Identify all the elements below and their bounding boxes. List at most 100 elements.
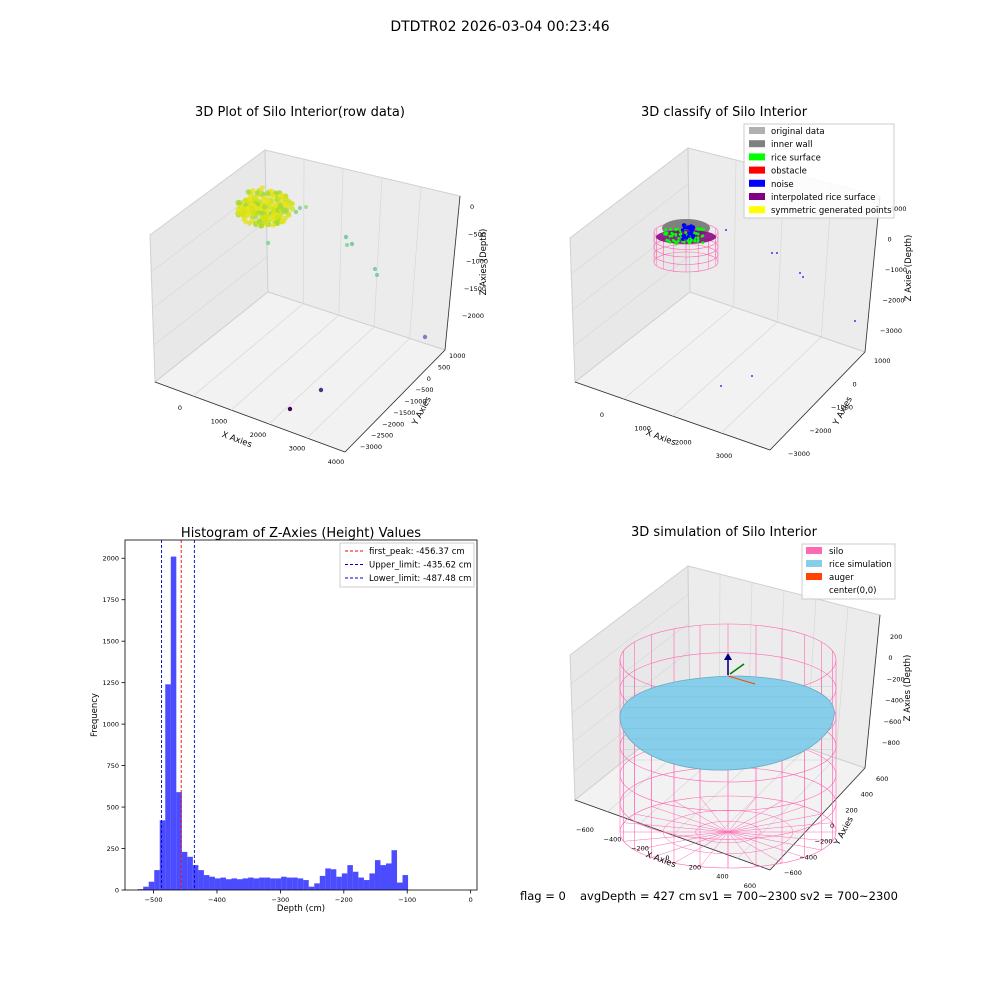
classify-x-tick: 3000 (716, 452, 733, 460)
raw-y-tick: −1500 (393, 409, 415, 417)
sim-silo-floor-spoke (651, 831, 729, 858)
classify-z-tick: 1000 (890, 205, 907, 213)
histogram-legend-label: Lower_limit: -487.48 cm (369, 574, 471, 584)
classify-noise-point (686, 234, 690, 238)
raw-point (265, 240, 271, 246)
histogram-bar (198, 870, 204, 890)
classify-x-tick: 1000 (634, 425, 651, 433)
classify-rice-surface-point (674, 242, 678, 246)
raw-point (422, 334, 428, 340)
sim-auger-arrow (729, 663, 745, 675)
raw-point (287, 406, 293, 412)
histogram-x-tick-label: −100 (398, 896, 416, 904)
simulation-title: 3D simulation of Silo Interior (631, 525, 818, 540)
sim-x-tick: −200 (631, 845, 649, 853)
histogram-bar (148, 881, 155, 890)
sim-gridline (570, 594, 689, 685)
raw-cluster-point (260, 195, 266, 201)
raw-zlabel: Z Axies (Depth) (479, 229, 489, 296)
histogram-bar (253, 878, 260, 890)
histogram-bar (181, 851, 188, 890)
classify-noise-point (692, 226, 696, 230)
histogram-y-tick-label: 750 (107, 762, 119, 770)
histogram-bar (259, 877, 265, 890)
classify-rice-surface-point (701, 241, 705, 245)
histogram-bar (275, 878, 282, 890)
classify-noise-point (681, 237, 685, 241)
raw-gridline (409, 186, 422, 339)
histogram-bar (325, 868, 331, 890)
sim-x-tick: 0 (665, 854, 669, 862)
raw-point (343, 234, 349, 240)
classify-rice-surface-point (678, 233, 682, 236)
raw-cluster-point (270, 212, 276, 218)
histogram-bar (143, 886, 149, 890)
sim-silo-ring (619, 795, 837, 869)
classify-z-tick: −3000 (880, 327, 902, 335)
classify-rice-surface-point (674, 232, 677, 236)
classify-point-marks (653, 219, 856, 387)
raw-cluster-point (254, 190, 260, 196)
sim-y-tick: 400 (861, 791, 873, 799)
histogram-bar (264, 877, 271, 890)
histogram-y-tick-label: 500 (107, 804, 119, 812)
raw-tick-labels: 0 1000 2000 3000 4000 1000 500 0 −500 −1000 −1500 −… (178, 203, 488, 466)
classify-rice-surface-point (694, 232, 698, 235)
histogram-bar (341, 873, 348, 890)
status-sv2: sv2 = 700~2300 (800, 889, 898, 903)
sim-legend-swatch (806, 547, 822, 554)
classify-noise-point (685, 226, 689, 230)
classify-noise-point (680, 228, 685, 232)
classify-rice-surface-point (689, 239, 693, 243)
raw-cluster-point (289, 201, 296, 207)
sim-z-tick: −600 (884, 718, 902, 726)
status-sv1: sv1 = 700~2300 (699, 889, 797, 903)
sim-legend-label: silo (829, 547, 843, 557)
classify-legend-label: interpolated rice surface (771, 193, 876, 203)
raw-gridline (338, 168, 344, 316)
histogram-bar (170, 556, 177, 890)
histogram-bar (192, 865, 199, 890)
histogram-plot-area (125, 540, 477, 890)
classify-legend-swatch (749, 166, 765, 174)
classify-rice-surface-point (665, 231, 669, 235)
raw-cluster-point (282, 215, 288, 221)
classify-gridline (623, 306, 734, 400)
sim-z-tick: −800 (882, 739, 900, 747)
sim-silo-floor-spoke (727, 831, 805, 858)
classify-noise-point (771, 252, 773, 254)
raw-gridline (303, 159, 305, 304)
histogram-bar (187, 856, 193, 890)
raw-cluster-point (282, 194, 289, 200)
classify-noise-point (682, 226, 686, 230)
raw-gridline (230, 314, 340, 411)
histogram-bar (319, 875, 326, 890)
classify-gridline (733, 159, 737, 308)
raw-x-tick: 4000 (328, 458, 345, 466)
histogram-ylabel: Frequency (90, 693, 100, 737)
classify-rice-surface-point (676, 227, 679, 231)
figure-suptitle: DTDTR02 2026-03-04 00:23:46 (390, 19, 609, 35)
classify-rice-surface-point (684, 231, 688, 234)
classify-rice-surface-point (665, 238, 669, 242)
raw-cluster-point (253, 205, 259, 211)
raw-y-tick: −500 (416, 386, 434, 394)
raw-x-tick: 0 (178, 404, 182, 412)
raw-point (349, 241, 355, 247)
histogram-bar (303, 880, 309, 890)
histogram-bar (159, 820, 166, 890)
classify-gridlines (571, 159, 833, 434)
sim-x-tick: 200 (689, 863, 701, 871)
sim-legend-swatch (806, 560, 822, 567)
sim-z-tick: −200 (887, 675, 905, 683)
classify-y-axis-line (769, 351, 866, 451)
raw-x-tick: 2000 (250, 431, 267, 439)
histogram-bar (330, 869, 337, 890)
sim-silo-floor-spoke (623, 822, 729, 833)
classify-y-tick: 1000 (874, 357, 891, 365)
classify-z-axis-line (864, 195, 881, 353)
sim-zlabel: Z Axies (Depth) (903, 655, 913, 722)
histogram-x-tick-label: −200 (335, 896, 353, 904)
panel-raw-data: 3D Plot of Silo Interior(row data) 0 1000… (149, 105, 489, 466)
classify-legend-frame (743, 123, 895, 219)
